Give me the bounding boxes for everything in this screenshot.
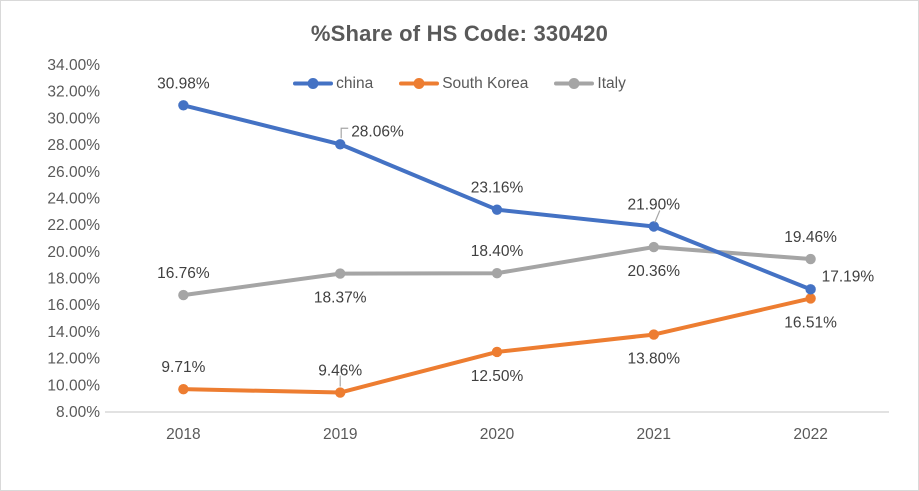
data-label-south-korea-2019: 9.46%: [318, 363, 362, 380]
legend-line-marker-icon: [293, 78, 334, 90]
point-italy-2021: [648, 241, 659, 253]
data-label-south-korea-2022: 16.51%: [784, 314, 837, 331]
y-tick-label: 28.00%: [47, 137, 100, 154]
data-label-italy-2020: 18.40%: [471, 243, 524, 260]
y-tick-label: 22.00%: [47, 217, 100, 234]
point-italy-2020: [491, 268, 503, 279]
data-label-china-2019: 28.06%: [351, 123, 404, 140]
point-china-2021: [648, 221, 659, 232]
y-tick-label: 18.00%: [47, 271, 100, 288]
data-label-south-korea-2021: 13.80%: [628, 351, 681, 368]
point-china-2019: [335, 139, 346, 150]
point-south-korea-2021: [648, 329, 659, 340]
y-tick-label: 16.00%: [47, 297, 100, 314]
point-china-2018: [178, 100, 189, 111]
leader-line: [654, 210, 661, 223]
y-tick-label: 8.00%: [56, 404, 100, 421]
point-italy-2018: [178, 289, 189, 301]
data-label-china-2021: 21.90%: [628, 196, 681, 213]
legend-line-marker-icon: [554, 78, 595, 90]
point-south-korea-2020: [491, 346, 503, 358]
point-italy-2022: [805, 253, 816, 265]
legend-item-italy: Italy: [554, 75, 626, 92]
data-label-italy-2021: 20.36%: [628, 263, 681, 280]
y-tick-label: 10.00%: [47, 377, 100, 394]
x-tick-label-2022: 2022: [793, 426, 827, 443]
series-line-china: [181, 103, 813, 292]
legend-label-italy: Italy: [597, 75, 626, 92]
legend: china South Korea Italy: [1, 76, 918, 92]
point-china-2020: [491, 204, 503, 215]
data-label-south-korea-2018: 9.71%: [161, 359, 205, 376]
y-tick-label: 32.00%: [47, 84, 100, 101]
x-tick-label-2018: 2018: [166, 426, 200, 443]
x-tick-label-2021: 2021: [637, 426, 671, 443]
x-tick-label-2020: 2020: [480, 426, 515, 443]
legend-line-marker-icon: [399, 78, 440, 90]
y-tick-label: 12.00%: [47, 351, 100, 368]
legend-label-south-korea: South Korea: [442, 75, 529, 92]
leader-line: [340, 127, 349, 139]
y-tick-label: 26.00%: [47, 164, 100, 181]
point-south-korea-2022: [805, 293, 816, 304]
legend-item-south-korea: South Korea: [399, 76, 528, 92]
data-label-italy-2019: 18.37%: [314, 290, 367, 307]
data-label-china-2022: 17.19%: [822, 268, 875, 285]
y-tick-label: 14.00%: [47, 324, 100, 341]
y-tick-label: 24.00%: [47, 190, 100, 207]
point-china-2022: [805, 284, 816, 295]
chart-title: %Share of HS Code: 330420: [310, 21, 609, 46]
y-tick-label: 20.00%: [47, 244, 100, 261]
data-label-china-2018: 30.98%: [157, 75, 210, 92]
x-tick-label-2019: 2019: [323, 426, 357, 443]
point-south-korea-2019: [335, 387, 346, 398]
legend-item-china: china: [293, 76, 373, 92]
legend-label-china: china: [336, 75, 374, 92]
point-italy-2019: [335, 268, 346, 279]
y-tick-label: 34.00%: [47, 57, 100, 74]
y-tick-label: 30.00%: [47, 110, 100, 127]
data-label-china-2020: 23.16%: [471, 180, 524, 197]
data-label-south-korea-2020: 12.50%: [471, 368, 524, 385]
point-south-korea-2018: [178, 383, 189, 395]
data-label-italy-2022: 19.46%: [784, 229, 837, 246]
data-label-italy-2018: 16.76%: [157, 265, 210, 282]
